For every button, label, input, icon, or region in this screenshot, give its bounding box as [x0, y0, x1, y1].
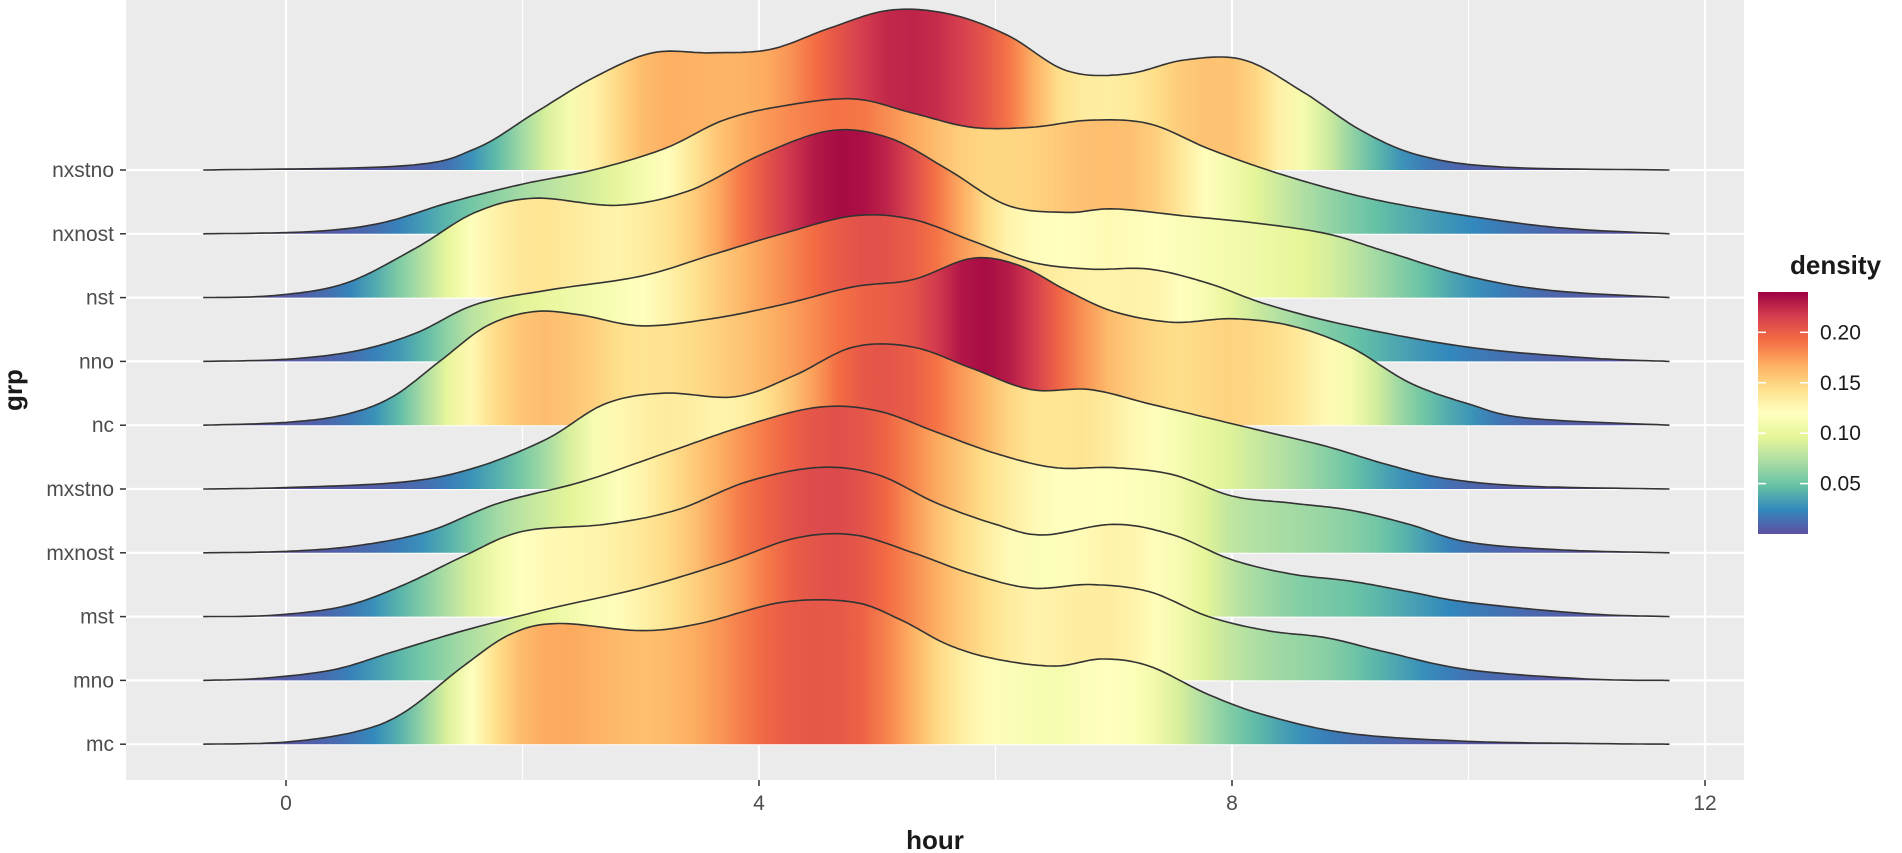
ridge-nxstno: [203, 8, 1670, 171]
ridge-mxnost: [203, 405, 1670, 554]
ridge-mxstno: [203, 343, 1670, 490]
ridge-outline: [203, 214, 1670, 363]
x-axis-title: hour: [906, 825, 964, 853]
ridge-outline: [203, 97, 1670, 235]
ridge-fill: [203, 467, 1670, 617]
ridge-outline: [203, 532, 1670, 682]
ridge-fill: [203, 406, 1670, 553]
y-tick-label-nst: nst: [86, 287, 114, 310]
ridge-mc: [203, 599, 1670, 745]
x-tick-label: 4: [753, 792, 765, 815]
y-tick-label-mst: mst: [80, 606, 114, 629]
legend-tick-label: 0.15: [1820, 372, 1861, 395]
ridge-outline: [203, 466, 1670, 618]
y-tick-label-mc: mc: [86, 733, 114, 756]
y-tick-label-nxstno: nxstno: [52, 159, 114, 182]
ridge-outline: [203, 599, 1670, 745]
legend-tick-label: 0.05: [1820, 473, 1861, 496]
ridge-mst: [203, 466, 1670, 618]
x-tick-label: 0: [280, 792, 292, 815]
ridge-outline: [203, 343, 1670, 490]
legend-tick-label: 0.10: [1820, 422, 1861, 445]
ridge-outline: [203, 8, 1670, 171]
ridge-fill: [203, 343, 1670, 489]
y-tick-label-nno: nno: [79, 350, 114, 373]
legend-tick-label: 0.20: [1820, 321, 1861, 344]
x-tick-label: 8: [1226, 792, 1238, 815]
ridge-outline: [203, 128, 1670, 299]
ridge-fill: [203, 599, 1670, 745]
y-axis-title: grp: [0, 369, 28, 411]
ridge-outline: [203, 405, 1670, 554]
legend-title: density: [1790, 250, 1882, 280]
ridge-nc: [203, 256, 1670, 426]
legend: density 0.05 0.10 0.15 0.20: [1758, 250, 1882, 534]
legend-colorbar: [1758, 292, 1808, 534]
density-ridges: [203, 8, 1670, 745]
ridge-nst: [203, 128, 1670, 299]
ridge-fill: [203, 9, 1670, 171]
y-tick-label-nxnost: nxnost: [52, 223, 114, 246]
y-axis: mc mno mst mxnost mxstno nc nno nst nxnost nxstno: [46, 159, 126, 756]
ridge-fill: [203, 129, 1670, 298]
ridge-fill: [203, 257, 1670, 426]
y-tick-label-mxstno: mxstno: [46, 478, 114, 501]
x-tick-label: 12: [1693, 792, 1716, 815]
y-tick-label-mxnost: mxnost: [46, 542, 114, 565]
ridge-outline: [203, 256, 1670, 426]
x-axis: 0 4 8 12: [280, 780, 1717, 815]
y-tick-label-mno: mno: [73, 669, 114, 692]
y-tick-label-nc: nc: [92, 414, 114, 437]
